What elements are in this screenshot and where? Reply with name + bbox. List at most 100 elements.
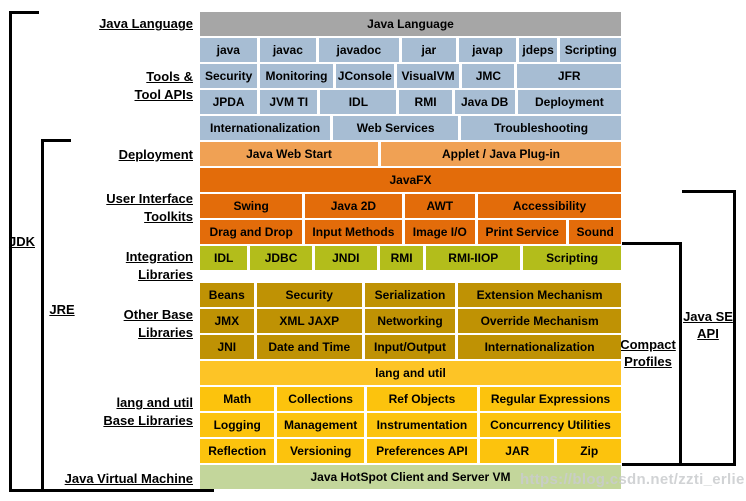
box-applet-java-plug-in[interactable]: Applet / Java Plug-in: [381, 142, 621, 166]
box-java-web-start[interactable]: Java Web Start: [200, 142, 378, 166]
box-jni[interactable]: JNI: [200, 335, 254, 359]
box-jpda[interactable]: JPDA: [200, 90, 258, 114]
box-javadoc[interactable]: javadoc: [319, 38, 399, 62]
box-collections[interactable]: Collections: [277, 387, 364, 411]
box-serialization[interactable]: Serialization: [364, 283, 456, 307]
box-swing[interactable]: Swing: [200, 194, 303, 218]
box-accessibility[interactable]: Accessibility: [478, 194, 621, 218]
box-javap[interactable]: javap: [459, 38, 516, 62]
box-override-mechanism[interactable]: Override Mechanism: [458, 309, 621, 333]
row-base-libraries-1: Math Collections Ref Objects Regular Exp…: [200, 387, 621, 411]
compact-profiles-label[interactable]: Compact Profiles: [620, 337, 676, 369]
box-concurrency-utilities[interactable]: Concurrency Utilities: [480, 413, 621, 437]
box-date-and-time[interactable]: Date and Time: [256, 335, 362, 359]
left-label-integration-libraries[interactable]: Integration Libraries: [125, 249, 193, 282]
box-java-hotspot-vm[interactable]: Java HotSpot Client and Server VM: [200, 465, 621, 489]
row-java-virtual-machine: Java HotSpot Client and Server VM: [200, 465, 621, 489]
box-internationalization-tools[interactable]: Internationalization: [200, 116, 331, 140]
java-se-api-bracket-vertical-line: [733, 190, 736, 466]
box-jndi[interactable]: JNDI: [314, 246, 377, 270]
box-jfr[interactable]: JFR: [517, 64, 621, 88]
box-troubleshooting[interactable]: Troubleshooting: [461, 116, 621, 140]
box-xml-jaxp[interactable]: XML JAXP: [256, 309, 362, 333]
left-label-lang-and-util-base-libraries[interactable]: lang and util Base Libraries: [103, 395, 193, 428]
box-preferences-api[interactable]: Preferences API: [366, 439, 477, 463]
row-tools-2: Security Monitoring JConsole VisualVM JM…: [200, 64, 621, 88]
jre-bracket-vertical-line: [41, 139, 44, 492]
box-versioning[interactable]: Versioning: [277, 439, 364, 463]
row-other-base-3: JNI Date and Time Input/Output Internati…: [200, 335, 621, 359]
box-monitoring[interactable]: Monitoring: [260, 64, 333, 88]
box-input-methods[interactable]: Input Methods: [305, 220, 402, 244]
row-base-libraries-2: Logging Management Instrumentation Concu…: [200, 413, 621, 437]
box-zip[interactable]: Zip: [557, 439, 621, 463]
box-lang-and-util[interactable]: lang and util: [200, 361, 621, 385]
box-java-2d[interactable]: Java 2D: [305, 194, 402, 218]
row-other-base-1: Beans Security Serialization Extension M…: [200, 283, 621, 307]
jre-bracket-top-line: [41, 139, 71, 142]
left-label-tools-and-tool-apis[interactable]: Tools & Tool APIs: [134, 69, 194, 102]
box-logging[interactable]: Logging: [200, 413, 275, 437]
box-extension-mechanism[interactable]: Extension Mechanism: [458, 283, 621, 307]
box-jdeps[interactable]: jdeps: [518, 38, 558, 62]
box-jvm-ti[interactable]: JVM TI: [260, 90, 318, 114]
right-brackets-bottom-line: [622, 463, 736, 466]
box-drag-and-drop[interactable]: Drag and Drop: [200, 220, 303, 244]
box-visualvm[interactable]: VisualVM: [396, 64, 460, 88]
box-security-base[interactable]: Security: [256, 283, 362, 307]
compact-profiles-bracket-vertical-line: [679, 242, 682, 466]
box-idl-tools[interactable]: IDL: [320, 90, 397, 114]
box-jmc[interactable]: JMC: [462, 64, 515, 88]
box-beans[interactable]: Beans: [200, 283, 254, 307]
row-base-libraries-3: Reflection Versioning Preferences API JA…: [200, 439, 621, 463]
box-print-service[interactable]: Print Service: [478, 220, 567, 244]
box-deployment-tools[interactable]: Deployment: [517, 90, 621, 114]
box-internationalization-base[interactable]: Internationalization: [458, 335, 621, 359]
jdk-label[interactable]: JDK: [8, 234, 35, 249]
box-idl-integration[interactable]: IDL: [200, 246, 248, 270]
box-instrumentation[interactable]: Instrumentation: [366, 413, 478, 437]
box-rmi-iiop[interactable]: RMI-IIOP: [426, 246, 521, 270]
box-input-output[interactable]: Input/Output: [364, 335, 456, 359]
box-rmi-tools[interactable]: RMI: [399, 90, 452, 114]
box-regular-expressions[interactable]: Regular Expressions: [480, 387, 621, 411]
row-integration-libraries: IDL JDBC JNDI RMI RMI-IIOP Scripting: [200, 246, 622, 270]
left-label-java-language[interactable]: Java Language: [99, 16, 193, 31]
row-deployment: Java Web Start Applet / Java Plug-in: [200, 142, 621, 166]
box-jmx[interactable]: JMX: [200, 309, 254, 333]
box-awt[interactable]: AWT: [404, 194, 476, 218]
box-math[interactable]: Math: [200, 387, 275, 411]
box-scripting-tools[interactable]: Scripting: [560, 38, 621, 62]
box-reflection[interactable]: Reflection: [200, 439, 275, 463]
box-jdbc[interactable]: JDBC: [250, 246, 312, 270]
row-java-language: Java Language: [200, 12, 621, 36]
box-java-language[interactable]: Java Language: [200, 12, 621, 36]
left-label-other-base-libraries[interactable]: Other Base Libraries: [123, 307, 193, 340]
left-label-java-virtual-machine[interactable]: Java Virtual Machine: [64, 471, 193, 486]
box-web-services[interactable]: Web Services: [333, 116, 459, 140]
box-jconsole[interactable]: JConsole: [335, 64, 394, 88]
box-sound[interactable]: Sound: [569, 220, 622, 244]
box-management[interactable]: Management: [277, 413, 364, 437]
box-jar-archive[interactable]: JAR: [480, 439, 555, 463]
box-image-io[interactable]: Image I/O: [404, 220, 476, 244]
box-rmi-integration[interactable]: RMI: [379, 246, 424, 270]
left-label-deployment[interactable]: Deployment: [118, 147, 193, 162]
row-other-base-2: JMX XML JAXP Networking Override Mechani…: [200, 309, 621, 333]
jre-label[interactable]: JRE: [49, 302, 75, 317]
row-javafx: JavaFX: [200, 168, 621, 192]
box-security-tools[interactable]: Security: [200, 64, 258, 88]
box-scripting-integration[interactable]: Scripting: [523, 246, 622, 270]
box-java[interactable]: java: [200, 38, 257, 62]
box-ref-objects[interactable]: Ref Objects: [366, 387, 478, 411]
box-javafx[interactable]: JavaFX: [200, 168, 621, 192]
box-java-db[interactable]: Java DB: [454, 90, 515, 114]
row-tools-4: Internationalization Web Services Troubl…: [200, 116, 621, 140]
box-networking[interactable]: Networking: [364, 309, 456, 333]
box-jar[interactable]: jar: [401, 38, 457, 62]
java-se-api-bracket-top-line: [682, 190, 736, 193]
left-label-user-interface-toolkits[interactable]: User Interface Toolkits: [106, 191, 193, 224]
compact-profiles-bracket-top-line: [622, 242, 682, 245]
java-se-api-label[interactable]: Java SE API: [683, 309, 733, 341]
box-javac[interactable]: javac: [259, 38, 317, 62]
